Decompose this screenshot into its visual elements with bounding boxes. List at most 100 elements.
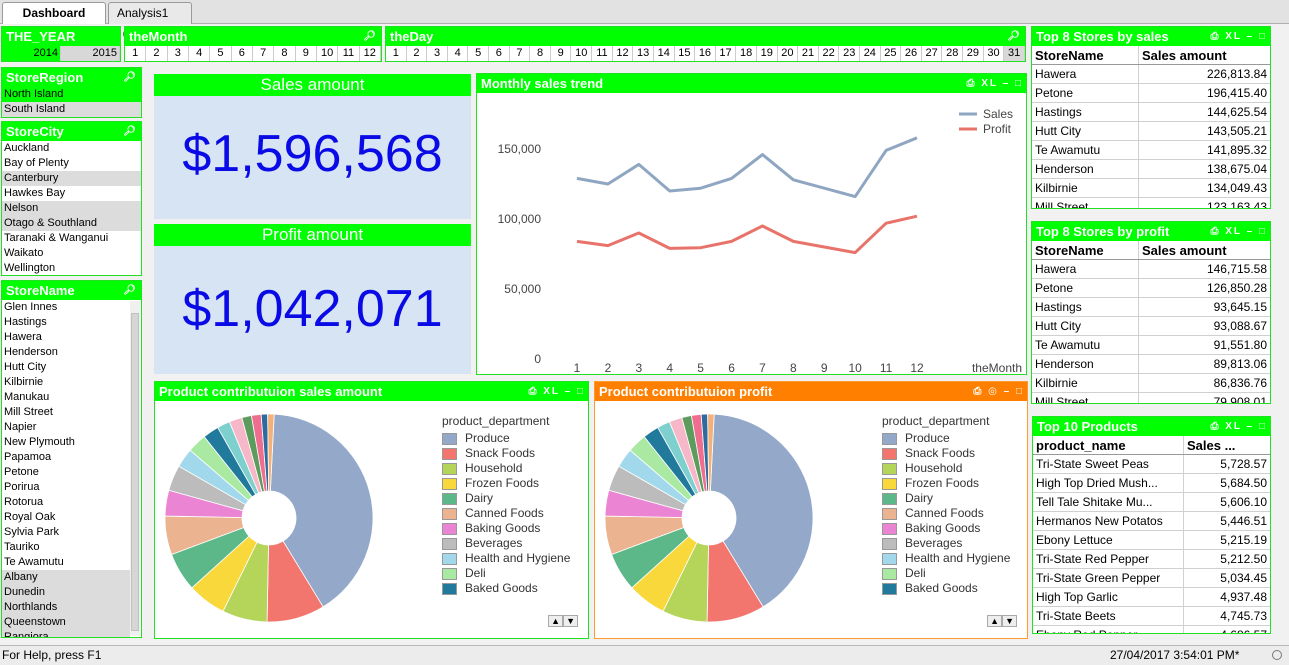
legend-scroll-icon[interactable]: ▲ ▼ bbox=[987, 615, 1017, 627]
day-cell-19[interactable]: 19 bbox=[757, 46, 778, 61]
table-row[interactable]: Tri-State Green Pepper 5,034.45 bbox=[1033, 568, 1270, 588]
table-row[interactable]: Hawera 146,715.58 bbox=[1032, 259, 1270, 279]
store-name-item[interactable]: Mill Street bbox=[4, 406, 53, 418]
table-row[interactable]: Hastings 144,625.54 bbox=[1032, 102, 1270, 122]
day-cell-16[interactable]: 16 bbox=[695, 46, 716, 61]
region-item-north[interactable]: North Island bbox=[2, 87, 141, 102]
table-row[interactable]: Tri-State Beets 4,745.73 bbox=[1033, 606, 1270, 626]
day-cell-24[interactable]: 24 bbox=[860, 46, 881, 61]
month-cell-7[interactable]: 7 bbox=[253, 46, 275, 61]
day-cell-8[interactable]: 8 bbox=[530, 46, 551, 61]
month-cell-11[interactable]: 11 bbox=[338, 46, 360, 61]
column-header[interactable]: StoreName bbox=[1032, 241, 1139, 260]
table-row[interactable]: Tri-State Red Pepper 5,212.50 bbox=[1033, 549, 1270, 569]
day-cell-13[interactable]: 13 bbox=[633, 46, 654, 61]
window-controls-icon[interactable]: ⎙ XL – □ bbox=[1210, 226, 1267, 237]
city-item[interactable]: Nelson bbox=[2, 201, 141, 216]
table-row[interactable]: Hutt City 93,088.67 bbox=[1032, 316, 1270, 336]
table-row[interactable]: Hawera 226,813.84 bbox=[1032, 64, 1270, 84]
table-row[interactable]: Mill Street 123,163.43 bbox=[1032, 197, 1270, 208]
month-cell-9[interactable]: 9 bbox=[296, 46, 317, 61]
table-row[interactable]: Kilbirnie 134,049.43 bbox=[1032, 178, 1270, 198]
tab-analysis1[interactable]: Analysis1 bbox=[108, 2, 192, 39]
search-icon[interactable]: 🔎︎ bbox=[123, 285, 138, 296]
day-cell-11[interactable]: 11 bbox=[592, 46, 613, 61]
day-cell-15[interactable]: 15 bbox=[675, 46, 696, 61]
store-name-item[interactable]: Albany bbox=[2, 570, 130, 585]
day-cell-1[interactable]: 1 bbox=[386, 46, 407, 61]
day-cell-23[interactable]: 23 bbox=[839, 46, 861, 61]
column-header[interactable]: Sales ... bbox=[1183, 436, 1270, 455]
window-controls-icon[interactable]: ⎙ XL – □ bbox=[528, 386, 585, 397]
table-row[interactable]: Petone 196,415.40 bbox=[1032, 83, 1270, 103]
month-cell-1[interactable]: 1 bbox=[125, 46, 147, 61]
table-row[interactable]: Ebony Lettuce 5,215.19 bbox=[1033, 530, 1270, 550]
city-item[interactable]: Bay of Plenty bbox=[4, 157, 69, 169]
city-item[interactable]: Otago & Southland bbox=[2, 216, 141, 231]
table-row[interactable]: Kilbirnie 86,836.76 bbox=[1032, 373, 1270, 393]
table-row[interactable]: Te Awamutu 91,551.80 bbox=[1032, 335, 1270, 355]
window-controls-icon[interactable]: ⎙ XL – □ bbox=[966, 78, 1023, 89]
search-icon[interactable]: 🔎︎ bbox=[123, 72, 138, 83]
day-cell-28[interactable]: 28 bbox=[942, 46, 964, 61]
legend-scroll-icon[interactable]: ▲ ▼ bbox=[548, 615, 578, 627]
day-cell-18[interactable]: 18 bbox=[736, 46, 757, 61]
day-cell-29[interactable]: 29 bbox=[963, 46, 984, 61]
city-item[interactable]: Hawkes Bay bbox=[4, 187, 66, 199]
store-name-item[interactable]: Napier bbox=[4, 421, 37, 433]
day-cell-7[interactable]: 7 bbox=[510, 46, 531, 61]
city-item[interactable]: Taranaki & Wanganui bbox=[4, 232, 109, 244]
store-name-item[interactable]: Glen Innes bbox=[4, 301, 58, 313]
window-controls-icon[interactable]: ⎙ ◎ – □ bbox=[973, 386, 1024, 397]
column-header[interactable]: Sales amount bbox=[1138, 46, 1270, 65]
month-cell-3[interactable]: 3 bbox=[168, 46, 189, 61]
region-item-south[interactable]: South Island bbox=[2, 102, 141, 117]
table-row[interactable]: High Top Dried Mush... 5,684.50 bbox=[1033, 473, 1270, 493]
pie-slice[interactable] bbox=[269, 413, 374, 608]
store-name-item[interactable]: Petone bbox=[4, 466, 39, 478]
day-cell-27[interactable]: 27 bbox=[922, 46, 943, 61]
store-name-item[interactable]: Kilbirnie bbox=[4, 376, 44, 388]
day-cell-30[interactable]: 30 bbox=[984, 46, 1005, 61]
store-name-item[interactable]: Te Awamutu bbox=[4, 556, 64, 568]
store-name-item[interactable]: Rotorua bbox=[4, 496, 44, 508]
window-controls-icon[interactable]: ⎙ XL – □ bbox=[1210, 421, 1267, 432]
table-row[interactable]: High Top Garlic 4,937.48 bbox=[1033, 587, 1270, 607]
column-header[interactable]: product_name bbox=[1033, 436, 1184, 455]
month-cell-4[interactable]: 4 bbox=[189, 46, 211, 61]
month-cell-2[interactable]: 2 bbox=[146, 46, 168, 61]
day-cell-31[interactable]: 31 bbox=[1004, 46, 1025, 61]
search-icon[interactable]: 🔎︎ bbox=[123, 126, 138, 137]
city-item[interactable]: Waikato bbox=[4, 247, 44, 259]
store-name-item[interactable]: Henderson bbox=[4, 346, 58, 358]
scrollbar-thumb[interactable] bbox=[131, 313, 139, 631]
table-row[interactable]: Te Awamutu 141,895.32 bbox=[1032, 140, 1270, 160]
table-row[interactable]: Mill Street 79,908.01 bbox=[1032, 392, 1270, 403]
store-name-item[interactable]: Tauriko bbox=[4, 541, 40, 553]
store-name-scrollbar[interactable] bbox=[130, 301, 140, 636]
table-row[interactable]: Tell Tale Shitake Mu... 5,606.10 bbox=[1033, 492, 1270, 512]
day-cell-6[interactable]: 6 bbox=[489, 46, 510, 61]
day-cell-9[interactable]: 9 bbox=[551, 46, 572, 61]
store-name-item[interactable]: Queenstown bbox=[2, 615, 130, 630]
store-name-item[interactable]: Dunedin bbox=[2, 585, 130, 600]
store-name-item[interactable]: Rangiora bbox=[2, 630, 130, 637]
day-cell-5[interactable]: 5 bbox=[468, 46, 490, 61]
store-name-item[interactable]: Papamoa bbox=[4, 451, 52, 463]
column-header[interactable]: Sales amount bbox=[1138, 241, 1270, 260]
day-cell-3[interactable]: 3 bbox=[427, 46, 448, 61]
month-cell-5[interactable]: 5 bbox=[210, 46, 232, 61]
pie-slice[interactable] bbox=[709, 413, 814, 608]
city-item[interactable]: Auckland bbox=[4, 142, 50, 154]
store-name-item[interactable]: Hutt City bbox=[4, 361, 47, 373]
column-header[interactable]: StoreName bbox=[1032, 46, 1139, 65]
window-controls-icon[interactable]: ⎙ XL – □ bbox=[1210, 31, 1267, 42]
day-cell-21[interactable]: 21 bbox=[798, 46, 819, 61]
pie-slice[interactable] bbox=[707, 413, 715, 492]
day-cell-12[interactable]: 12 bbox=[613, 46, 634, 61]
month-cell-10[interactable]: 10 bbox=[317, 46, 339, 61]
city-item[interactable]: Wellington bbox=[4, 262, 56, 274]
tab-dashboard[interactable]: Dashboard bbox=[2, 2, 106, 24]
table-row[interactable]: Ebony Red Pepper4,686.57 bbox=[1033, 625, 1270, 633]
day-cell-14[interactable]: 14 bbox=[654, 46, 675, 61]
